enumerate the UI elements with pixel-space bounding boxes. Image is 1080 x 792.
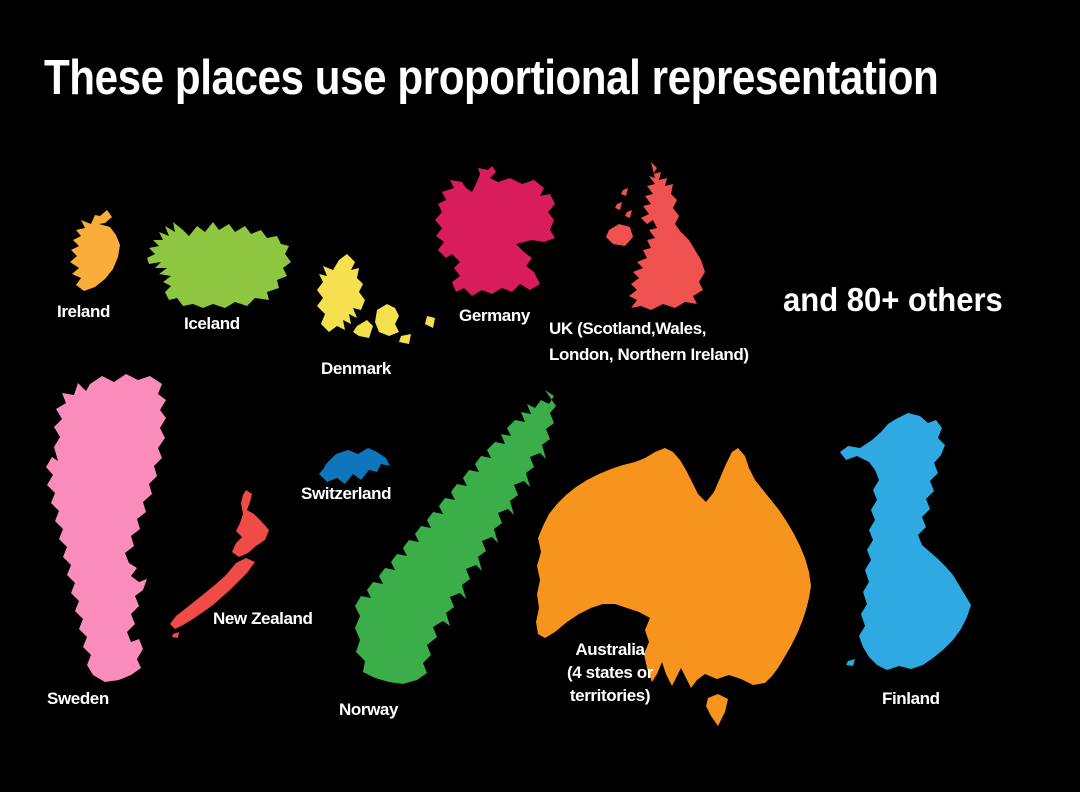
north-island-path [232,490,269,557]
germany-label: Germany [459,306,530,325]
new-zealand-label: New Zealand [213,609,313,628]
ireland-map-silhouette [70,210,120,291]
iceland-landmass [147,222,291,308]
infographic-title: These places use proportional representa… [44,51,939,105]
sweden-landmass [46,374,166,682]
new-zealand-landmass [170,490,269,638]
uk-map-silhouette [606,162,705,310]
denmark-map-silhouette [317,254,435,344]
switzerland-landmass [319,448,390,484]
australia-landmass [536,448,811,726]
norway-label: Norway [339,700,399,719]
germany-map-silhouette [435,166,555,296]
germany-landmass [435,166,555,296]
sweden-map-silhouette [46,374,166,682]
uk-label: UK (Scotland,Wales, London, Northern Ire… [549,319,749,364]
others-note: and 80+ others [783,281,1003,318]
stewart-island-path [172,632,179,638]
scottish-isles-path [615,188,632,218]
finland-landmass [840,413,971,670]
sweden-label: Sweden [47,689,109,708]
south-island-path [170,558,255,629]
finland-label: Finland [882,689,940,708]
iceland-map-silhouette [147,222,291,308]
uk-landmass [606,162,705,310]
denmark-landmass [317,254,435,344]
switzerland-label: Switzerland [301,484,392,503]
norway-map-silhouette [355,390,556,684]
norway-landmass [355,390,556,684]
iceland-label: Iceland [184,314,240,333]
northern-ireland-path [606,224,633,246]
australia-map-silhouette [536,448,811,726]
great-britain-path [629,162,705,310]
new-zealand-map-silhouette [170,490,269,638]
ireland-label: Ireland [57,302,110,321]
denmark-label: Denmark [321,359,391,378]
tasmania-path [706,694,728,726]
switzerland-map-silhouette [319,448,390,484]
mainland-path [536,448,811,688]
finland-map-silhouette [840,413,971,670]
ireland-landmass [70,210,120,291]
australia-label: Australia (4 states or territories) [567,640,653,705]
